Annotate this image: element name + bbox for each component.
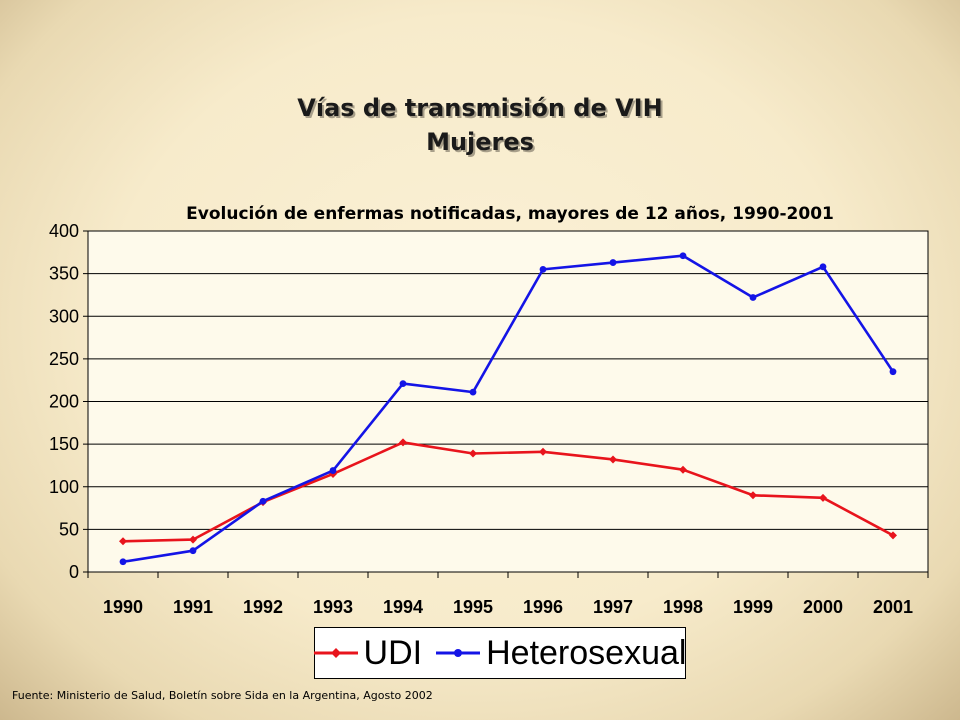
y-tick-label: 100 [49,477,79,497]
data-point-heterosexual [889,368,897,376]
source-footnote: Fuente: Ministerio de Salud, Boletín sob… [12,689,433,702]
legend-swatch-heterosexual [436,649,481,657]
chart-title: Evolución de enfermas notificadas, mayor… [186,204,834,224]
y-tick-label: 0 [69,562,79,582]
y-tick-label: 250 [49,349,79,369]
data-point-heterosexual [119,558,127,566]
data-point-udi [749,491,757,500]
data-point-heterosexual [399,380,407,387]
legend-label-udi: UDI [363,634,423,672]
y-tick-label: 300 [49,306,79,326]
data-point-heterosexual [189,547,197,555]
data-point-heterosexual [469,388,477,396]
x-tick-label: 2001 [873,597,913,617]
x-tick-label: 1995 [453,597,493,617]
x-tick-label: 1993 [313,597,353,617]
y-tick-label: 50 [59,519,79,539]
data-point-udi [609,455,617,464]
data-point-udi [189,535,197,544]
x-tick-label: 1990 [103,597,143,617]
data-point-heterosexual [609,259,617,266]
chart-legend: UDI Heterosexual [313,627,686,679]
data-point-heterosexual [259,497,267,505]
legend-label-heterosexual: Heterosexual [486,634,687,672]
series-line-heterosexual [122,254,895,564]
x-tick-label: 1992 [243,597,283,617]
data-point-heterosexual [329,467,337,474]
y-tick-label: 200 [49,392,79,412]
x-tick-label: 1997 [593,597,633,617]
data-point-udi [119,537,127,546]
slide-title: Vías de transmisión de VIH [297,94,663,122]
y-tick-label: 400 [49,221,79,241]
x-tick-label: 1996 [523,597,563,617]
y-tick-label: 150 [49,434,79,454]
data-point-udi [819,493,827,502]
data-point-heterosexual [749,294,757,301]
data-point-udi [469,449,477,458]
data-point-heterosexual [539,265,547,273]
data-point-udi [399,438,407,447]
x-tick-label: 1998 [663,597,703,617]
x-tick-label: 1991 [173,597,213,617]
legend-item-udi: UDI [313,634,423,672]
x-tick-label: 2000 [803,597,843,617]
x-tick-label: 1999 [733,597,773,617]
data-point-udi [679,465,687,474]
data-point-udi [539,447,547,456]
slide-subtitle: Mujeres [426,128,534,156]
data-point-heterosexual [679,252,687,260]
y-tick-label: 350 [49,264,79,284]
legend-swatch-udi [313,648,358,658]
x-tick-label: 1994 [383,597,423,617]
data-point-heterosexual [819,263,827,271]
legend-item-heterosexual: Heterosexual [436,636,686,670]
data-point-udi [889,531,897,540]
